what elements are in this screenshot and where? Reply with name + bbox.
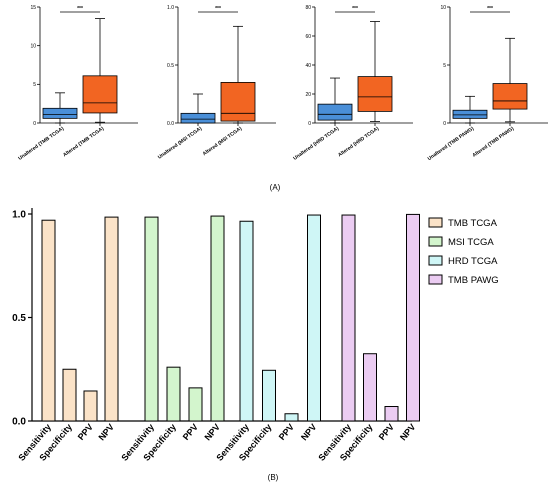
x-tick-label: NPV xyxy=(398,422,418,443)
bar xyxy=(104,216,119,422)
box xyxy=(42,107,78,119)
box xyxy=(180,112,216,124)
x-tick-label: Unaltered (HRD TCGA) xyxy=(292,126,340,162)
legend-label: HRD TCGA xyxy=(448,256,498,267)
y-tick-label: 1.0 xyxy=(167,5,174,11)
y-tick-label: 10 xyxy=(440,5,446,11)
legend: TMB TCGA MSI TCGA HRD TCGA TMB PAWG xyxy=(428,217,499,286)
box xyxy=(317,103,353,121)
x-tick-label: NPV xyxy=(202,422,222,443)
x-tick-label: Unaltered (TMB TCGA) xyxy=(17,126,65,162)
bar xyxy=(41,219,56,422)
bar xyxy=(406,213,420,422)
x-tick-label: PPV xyxy=(277,422,296,442)
bar xyxy=(239,220,254,422)
box-panel-3: 0 20 40 60 80 Unaltered (HRD TCGA)Altered (HR… xyxy=(292,5,413,162)
panel-label-a: (A) xyxy=(270,183,281,192)
box xyxy=(82,75,118,114)
bar xyxy=(144,216,159,422)
bar xyxy=(363,353,377,422)
y-tick-label: 0 xyxy=(443,121,446,127)
legend-swatch xyxy=(428,217,443,228)
y-tick-label: 5 xyxy=(443,63,446,69)
legend-swatch xyxy=(428,274,443,285)
box xyxy=(452,109,488,119)
x-tick-label: PPV xyxy=(377,422,396,442)
box-panel-2: 0.0 0.5 1.0 Unaltered (MSI TCGA)Altered (MS… xyxy=(157,5,276,161)
significance-label: *** xyxy=(352,6,358,12)
x-tick-label: Unaltered (TMB PAWG) xyxy=(427,126,476,163)
x-tick-label: NPV xyxy=(299,422,319,443)
x-tick-label: PPV xyxy=(76,422,95,442)
box-panel-1: 0 5 10 15 Unaltered (TMB TCGA)Altered (TMB T… xyxy=(17,5,138,162)
box-panel-4: 0 5 10 Unaltered (TMB PAWG)Altered (TMB PAW… xyxy=(427,5,548,162)
y-tick-label: 0.0 xyxy=(12,417,26,428)
box xyxy=(357,76,393,112)
y-tick-label: 0 xyxy=(308,121,311,127)
bar xyxy=(384,406,399,422)
x-tick-label: NPV xyxy=(96,422,116,443)
y-tick-label: 5 xyxy=(33,82,36,88)
y-tick-label: 0.0 xyxy=(167,121,174,127)
bar xyxy=(166,366,181,422)
box xyxy=(220,82,256,122)
bar xyxy=(188,387,203,422)
y-tick-label: 80 xyxy=(305,5,311,11)
y-tick-label: 40 xyxy=(305,63,311,69)
x-tick-label: Altered (TMB PAWG) xyxy=(472,126,516,159)
bar xyxy=(210,215,225,422)
legend-label: MSI TCGA xyxy=(448,237,494,248)
x-tick-label: Altered (HRD TCGA) xyxy=(337,126,380,159)
significance-label: *** xyxy=(77,6,83,12)
y-tick-label: 0.5 xyxy=(167,63,174,69)
legend-label: TMB PAWG xyxy=(448,275,499,286)
y-tick-label: 0 xyxy=(33,121,36,127)
bar xyxy=(284,413,299,422)
x-tick-label: Unaltered (MSI TCGA) xyxy=(157,126,203,161)
x-tick-label: Altered (TMB TCGA) xyxy=(62,126,105,159)
legend-swatch xyxy=(428,255,443,266)
bar xyxy=(307,214,321,422)
y-tick-label: 15 xyxy=(30,5,36,11)
box xyxy=(492,83,528,110)
y-tick-label: 1.0 xyxy=(12,210,26,221)
y-tick-label: 20 xyxy=(305,92,311,98)
significance-label: *** xyxy=(487,6,493,12)
significance-label: *** xyxy=(215,6,221,12)
y-tick-label: 0.5 xyxy=(12,313,26,324)
panel-label-b: (B) xyxy=(268,473,279,482)
bar xyxy=(262,369,276,422)
y-tick-label: 10 xyxy=(30,43,36,49)
bar xyxy=(62,368,77,422)
y-tick-label: 60 xyxy=(305,34,311,40)
x-tick-label: Altered (MSI TCGA) xyxy=(202,126,244,158)
x-tick-label: PPV xyxy=(181,422,200,442)
bar xyxy=(341,214,356,422)
box-plot-panels: 0 5 10 15 Unaltered (TMB TCGA)Altered (TMB T… xyxy=(17,5,548,162)
legend-swatch xyxy=(428,236,443,247)
bar xyxy=(83,390,98,422)
legend-label: TMB TCGA xyxy=(448,218,498,229)
